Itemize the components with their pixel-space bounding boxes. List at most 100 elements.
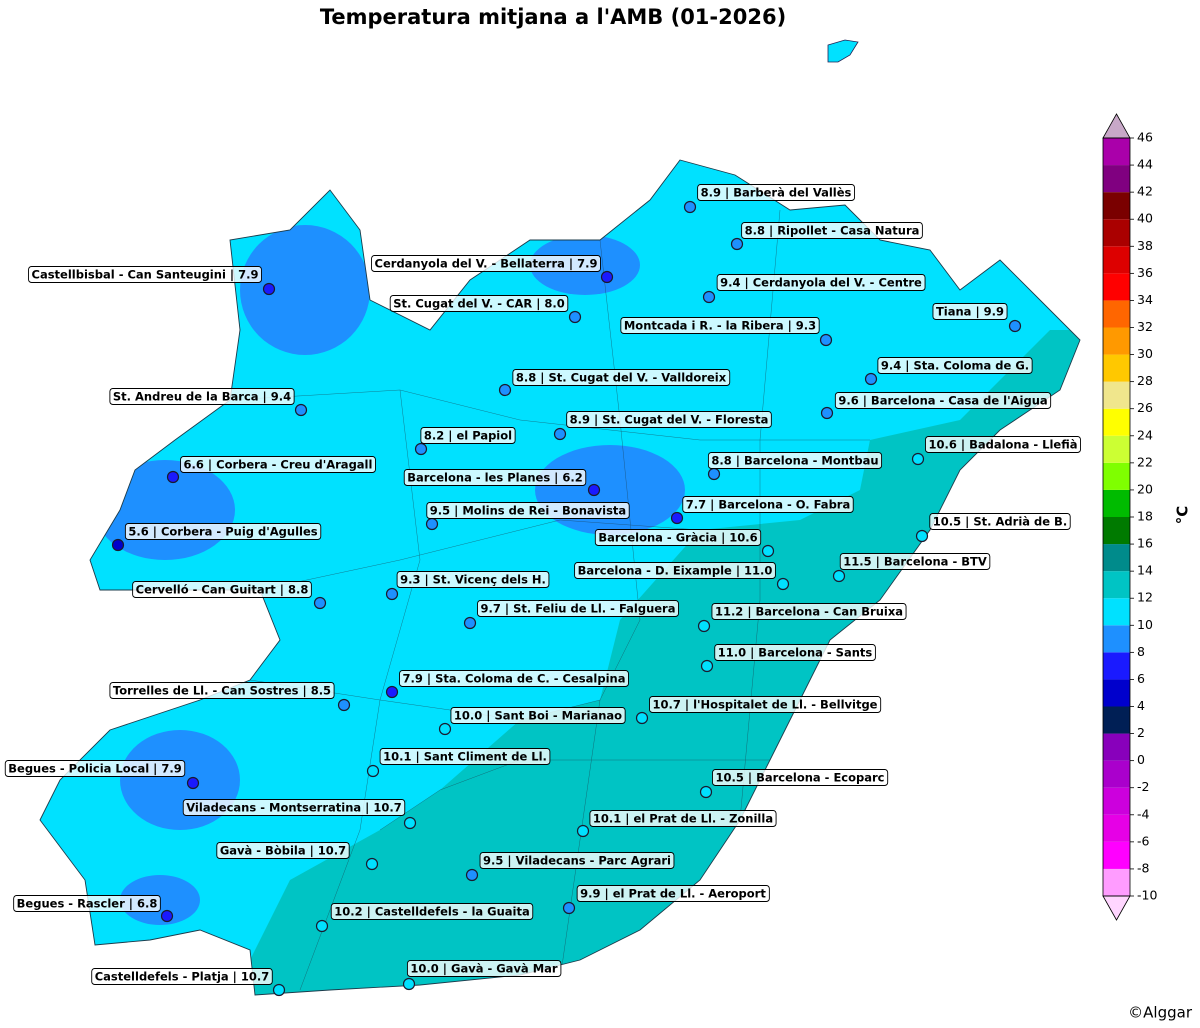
label-box [124, 523, 322, 540]
label-box [741, 222, 923, 239]
colorbar-tick-label: -4 [1137, 806, 1150, 821]
station-label-text: 9.6 | Barcelona - Casa de l'Aigua [838, 394, 1047, 408]
station-marker [365, 857, 379, 871]
label-box [389, 295, 569, 312]
station-label: 9.4 | Cerdanyola del V. - Centre [716, 274, 926, 291]
field-warm [250, 330, 1080, 995]
station-label: 11.5 | Barcelona - BTV [839, 553, 991, 570]
station-label-text: 11.2 | Barcelona - Can Bruixa [715, 605, 903, 619]
colorbar-bin [1103, 381, 1130, 409]
label-box [697, 184, 855, 201]
label-box [109, 682, 335, 699]
colorbar-bin [1103, 841, 1130, 869]
station-marker [819, 333, 833, 347]
station-label: 11.0 | Barcelona - Sants [714, 644, 876, 661]
credit: ©Alggar [1128, 1004, 1193, 1022]
colorbar-tick-label: 36 [1137, 265, 1153, 280]
station-label-text: 8.9 | St. Cugat del V. - Floresta [570, 413, 769, 427]
station-label-text: 8.8 | St. Cugat del V. - Valldoreix [516, 371, 727, 385]
station-marker [562, 901, 576, 915]
station-label: 7.9 | Sta. Coloma de C. - Cesalpina [399, 670, 629, 687]
station-label-text: Viladecans - Montserratina | 10.7 [186, 801, 402, 815]
station-marker [1008, 319, 1022, 333]
station-label: 10.1 | el Prat de Ll. - Zonilla [589, 810, 777, 827]
station-label-text: 10.5 | St. Adrià de B. [933, 515, 1067, 529]
label-box [396, 571, 550, 588]
station-marker [111, 538, 125, 552]
station-marker [385, 685, 399, 699]
colorbar-tick-label: 38 [1137, 238, 1153, 253]
colorbar-bin [1103, 868, 1130, 896]
colorbar-tick-label: 34 [1137, 292, 1153, 307]
station-marker [820, 406, 834, 420]
station-label-text: Barcelona - Gràcia | 10.6 [598, 531, 757, 545]
station-label-text: 7.7 | Barcelona - O. Fabra [686, 498, 850, 512]
label-box [28, 266, 262, 283]
colorbar-tick-label: 32 [1137, 319, 1153, 334]
colorbar-tick-label: 16 [1137, 536, 1153, 551]
station-label-text: 11.0 | Barcelona - Sants [718, 646, 873, 660]
station-marker [700, 659, 714, 673]
station-label-text: 9.5 | Molins de Rei - Bonavista [430, 504, 626, 518]
station-label: 8.9 | St. Cugat del V. - Floresta [566, 411, 772, 428]
colorbar-tick-label: -10 [1137, 888, 1157, 903]
label-box [182, 799, 406, 816]
station-label-text: Tiana | 9.9 [936, 305, 1004, 319]
field-cool [535, 445, 685, 535]
colorbar-tick-label: 10 [1137, 617, 1153, 632]
station-marker [385, 587, 399, 601]
station-label: Castellbisbal - Can Santeugini | 7.9 [28, 266, 262, 283]
station-label-text: 10.5 | Barcelona - Ecoparc [715, 771, 884, 785]
colorbar-bin [1103, 354, 1130, 382]
label-box [929, 513, 1071, 530]
station-marker [576, 824, 590, 838]
colorbar-bin [1103, 544, 1130, 572]
station-label: 9.3 | St. Vicenç dels H. [396, 571, 550, 588]
station-marker [463, 616, 477, 630]
label-box [403, 469, 587, 486]
station-marker [915, 529, 929, 543]
colorbar-bin [1103, 138, 1130, 166]
colorbar-bin [1103, 489, 1130, 517]
station-label: 6.6 | Corbera - Creu d'Aragall [180, 456, 376, 473]
label-box [594, 529, 762, 546]
label-box [420, 427, 516, 444]
station-label-text: Montcada i R. - la Ribera | 9.3 [624, 319, 816, 333]
station-label-text: 10.2 | Castelldefels - la Guaita [334, 905, 530, 919]
station-label: 10.5 | St. Adrià de B. [929, 513, 1071, 530]
map-title: Temperatura mitjana a l'AMB (01-2026) [320, 5, 786, 29]
label-box [576, 885, 770, 902]
station-label: 10.6 | Badalona - Llefià [925, 436, 1081, 453]
station-label: 8.8 | Ripollet - Casa Natura [741, 222, 923, 239]
station-marker [776, 577, 790, 591]
station-label: Barcelona - Gràcia | 10.6 [594, 529, 762, 546]
station-label-text: 9.3 | St. Vicenç dels H. [400, 573, 546, 587]
colorbar-bin [1103, 787, 1130, 815]
station-label-text: 9.7 | St. Feliu de Ll. - Falguera [481, 602, 676, 616]
colorbar-tick-label: 44 [1137, 157, 1153, 172]
station-marker [553, 427, 567, 441]
colorbar-bin [1103, 327, 1130, 355]
station-label: 9.4 | Sta. Coloma de G. [877, 357, 1033, 374]
station-marker [262, 282, 276, 296]
colorbar-tick-label: 0 [1137, 752, 1145, 767]
label-box [712, 769, 889, 786]
station-marker [600, 270, 614, 284]
station-marker [414, 442, 428, 456]
station-marker [294, 403, 308, 417]
label-box [180, 456, 376, 473]
colorbar-under [1102, 895, 1131, 921]
colorbar-tick-label: 12 [1137, 590, 1153, 605]
station-label-text: 9.9 | el Prat de Ll. - Aeroport [580, 887, 766, 901]
station-label-text: 11.5 | Barcelona - BTV [843, 555, 987, 569]
station-label: Montcada i R. - la Ribera | 9.3 [620, 317, 820, 334]
colorbar-tick-label: 20 [1137, 481, 1153, 496]
station-marker [498, 383, 512, 397]
label-box [682, 496, 854, 513]
station-marker [315, 919, 329, 933]
label-box [834, 392, 1052, 409]
station-label: Castelldefels - Platja | 10.7 [91, 968, 273, 985]
label-box [426, 502, 630, 519]
colorbar-tick-label: -2 [1137, 779, 1149, 794]
station-marker [761, 544, 775, 558]
